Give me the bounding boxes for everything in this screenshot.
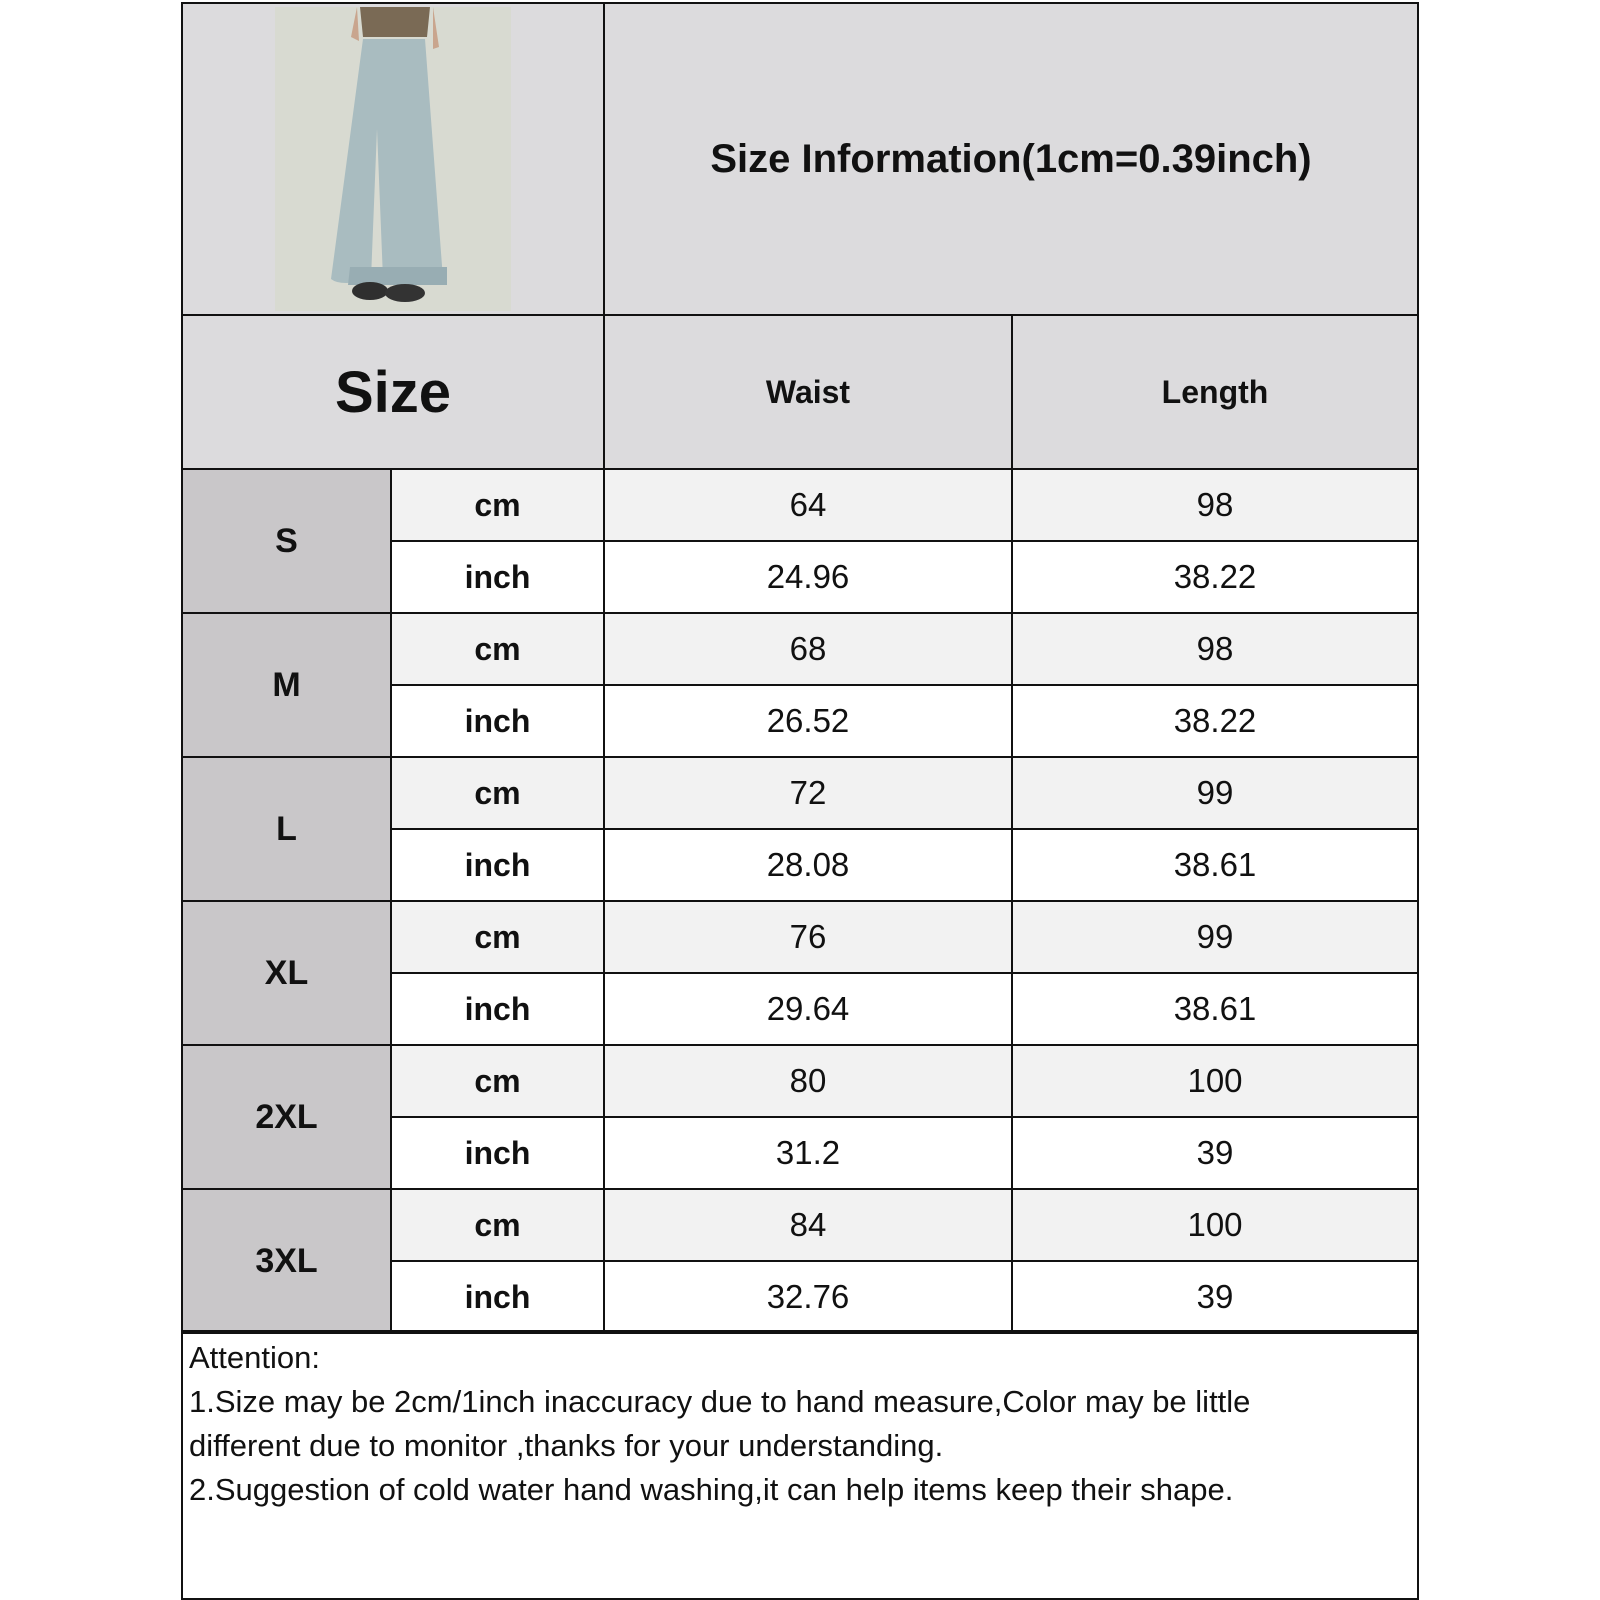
length-value: 38.22 [1011, 540, 1419, 614]
unit-label: inch [390, 540, 605, 614]
size-label: M [181, 612, 392, 758]
attention-line: 1.Size may be 2cm/1inch inaccuracy due t… [189, 1384, 1251, 1419]
length-value: 100 [1011, 1188, 1419, 1262]
waist-value: 64 [603, 468, 1013, 542]
length-value: 99 [1011, 900, 1419, 974]
unit-label: inch [390, 972, 605, 1046]
unit-label: inch [390, 684, 605, 758]
attention-line: 2.Suggestion of cold water hand washing,… [189, 1472, 1234, 1507]
waist-value: 84 [603, 1188, 1013, 1262]
attention-line: different due to monitor ,thanks for you… [189, 1428, 944, 1463]
waist-value: 76 [603, 900, 1013, 974]
waist-value: 29.64 [603, 972, 1013, 1046]
length-value: 100 [1011, 1044, 1419, 1118]
waist-value: 31.2 [603, 1116, 1013, 1190]
waist-value: 32.76 [603, 1260, 1013, 1334]
length-value: 98 [1011, 468, 1419, 542]
waist-value: 72 [603, 756, 1013, 830]
waist-value: 26.52 [603, 684, 1013, 758]
unit-label: cm [390, 612, 605, 686]
size-label: 3XL [181, 1188, 392, 1334]
size-label: S [181, 468, 392, 614]
length-value: 99 [1011, 756, 1419, 830]
waist-value: 68 [603, 612, 1013, 686]
product-photo-cell [181, 2, 605, 316]
waist-value: 28.08 [603, 828, 1013, 902]
length-value: 38.61 [1011, 972, 1419, 1046]
attention-heading: Attention: [189, 1340, 320, 1375]
unit-label: cm [390, 756, 605, 830]
unit-label: cm [390, 1044, 605, 1118]
length-value: 39 [1011, 1116, 1419, 1190]
length-header: Length [1011, 314, 1419, 470]
length-value: 38.61 [1011, 828, 1419, 902]
product-photo-jeans [275, 7, 511, 311]
unit-label: cm [390, 468, 605, 542]
waist-value: 24.96 [603, 540, 1013, 614]
unit-label: inch [390, 828, 605, 902]
attention-notes: Attention: 1.Size may be 2cm/1inch inacc… [181, 1330, 1419, 1600]
unit-label: cm [390, 1188, 605, 1262]
size-label: L [181, 756, 392, 902]
waist-value: 80 [603, 1044, 1013, 1118]
unit-label: inch [390, 1260, 605, 1334]
unit-label: inch [390, 1116, 605, 1190]
unit-label: cm [390, 900, 605, 974]
size-label: 2XL [181, 1044, 392, 1190]
waist-header: Waist [603, 314, 1013, 470]
page-title: Size Information(1cm=0.39inch) [603, 2, 1419, 316]
length-value: 39 [1011, 1260, 1419, 1334]
length-value: 38.22 [1011, 684, 1419, 758]
length-value: 98 [1011, 612, 1419, 686]
size-label: XL [181, 900, 392, 1046]
size-header: Size [181, 314, 605, 470]
